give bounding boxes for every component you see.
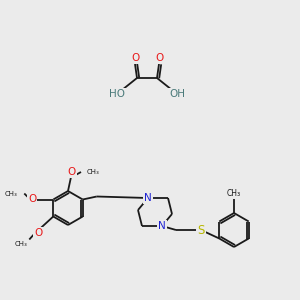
Text: CH₃: CH₃ — [14, 241, 27, 247]
Text: O: O — [131, 53, 139, 63]
Text: O: O — [34, 229, 42, 238]
Text: S: S — [197, 224, 205, 236]
Text: O: O — [68, 167, 76, 177]
Text: CH₃: CH₃ — [87, 169, 100, 175]
Text: OH: OH — [169, 89, 185, 99]
Text: O: O — [28, 194, 36, 205]
Text: N: N — [158, 221, 166, 231]
Text: CH₃: CH₃ — [4, 191, 17, 197]
Text: CH₃: CH₃ — [227, 188, 241, 197]
Text: N: N — [144, 193, 152, 203]
Text: HO: HO — [109, 89, 125, 99]
Text: O: O — [155, 53, 163, 63]
